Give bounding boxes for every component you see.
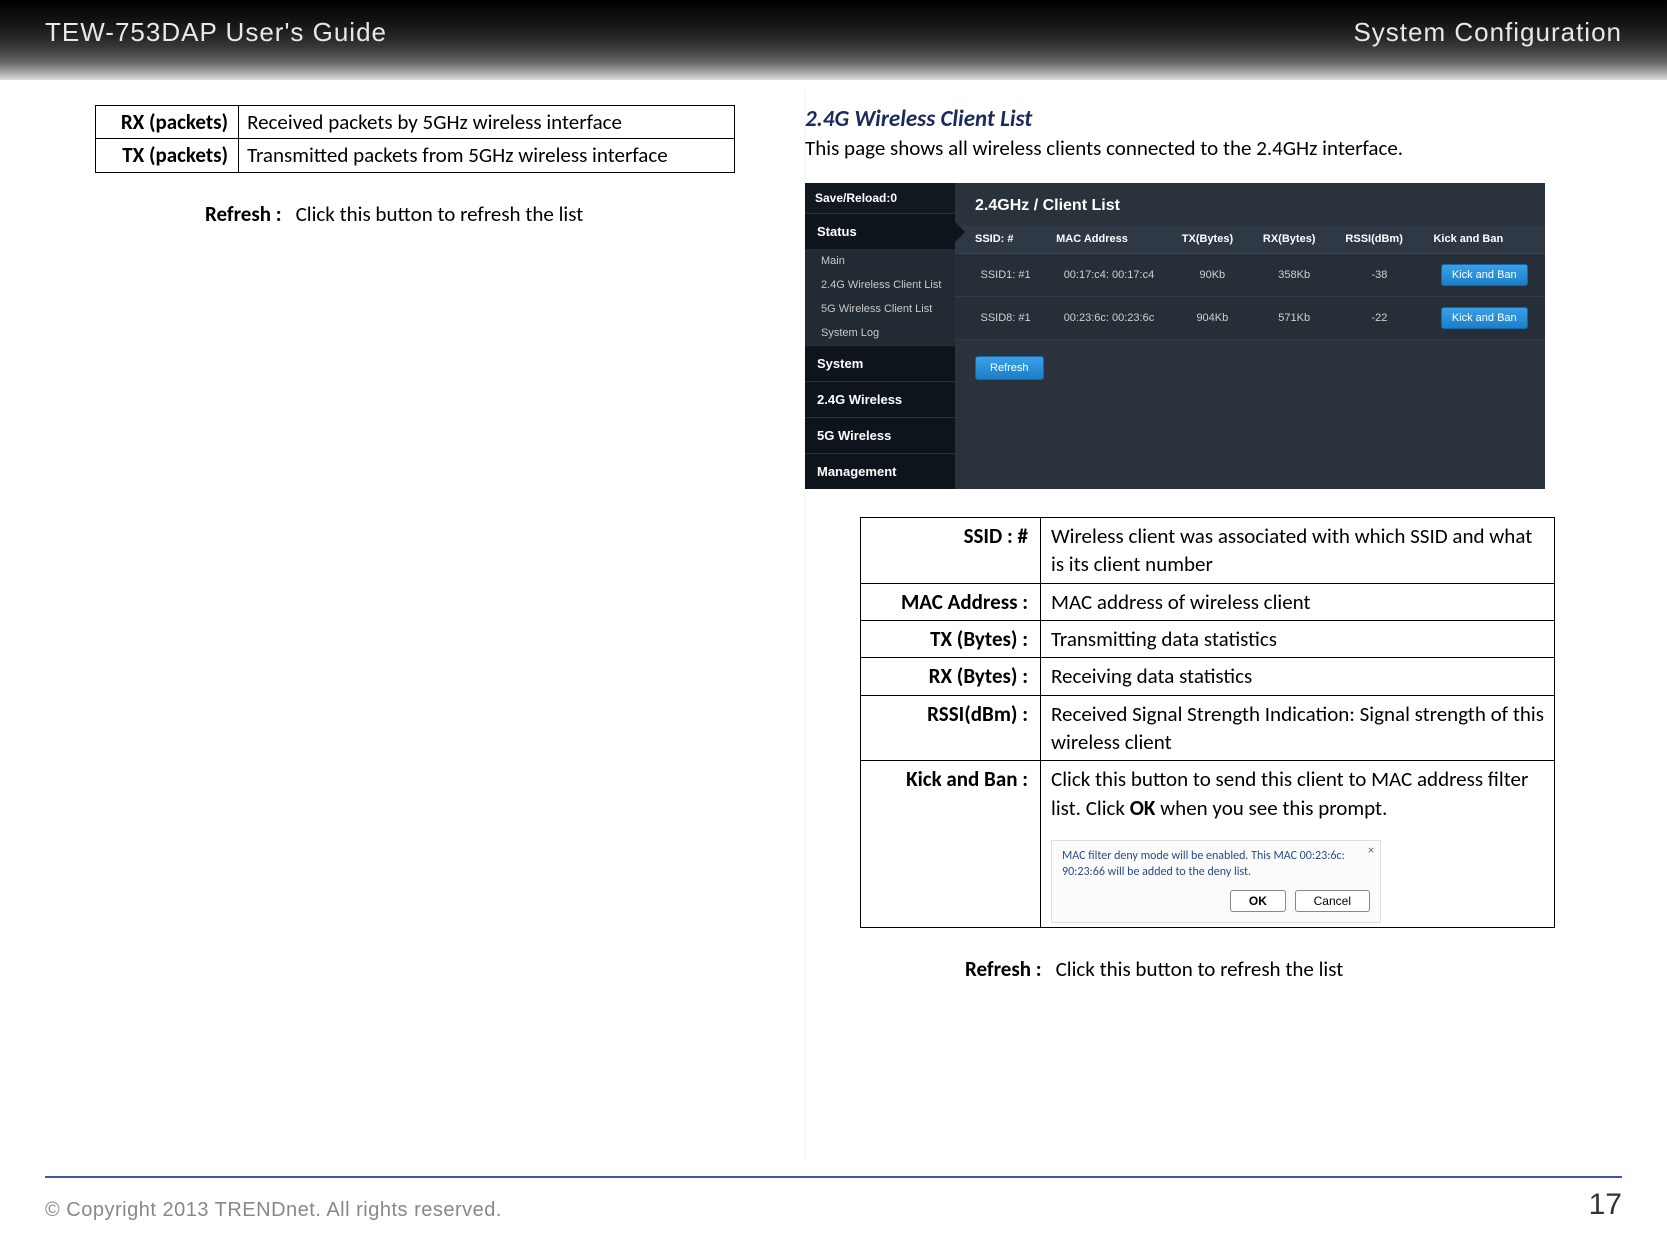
def-label: TX (Bytes) : [861, 621, 1041, 658]
copyright-text: © Copyright 2013 TRENDnet. All rights re… [45, 1199, 502, 1222]
def-desc: MAC address of wireless client [1041, 583, 1555, 620]
refresh-desc: Click this button to refresh the list [296, 201, 584, 227]
left-column: RX (packets) Received packets by 5GHz wi… [95, 105, 735, 982]
col-kick: Kick and Ban [1423, 225, 1545, 254]
def-label: RSSI(dBm) : [861, 695, 1041, 761]
def-desc: Receiving data statistics [1041, 658, 1555, 695]
section-description: This page shows all wireless clients con… [805, 135, 1555, 161]
refresh-note-right: Refresh : Click this button to refresh t… [805, 956, 1555, 982]
tx-packets-desc: Transmitted packets from 5GHz wireless i… [239, 139, 735, 172]
sidebar-section-system[interactable]: System [805, 345, 955, 381]
def-label: RX (Bytes) : [861, 658, 1041, 695]
refresh-note-left: Refresh : Click this button to refresh t… [95, 201, 735, 227]
field-definition-table: SSID : # Wireless client was associated … [860, 517, 1555, 928]
sidebar-item-main[interactable]: Main [805, 249, 955, 273]
def-desc: Transmitting data statistics [1041, 621, 1555, 658]
refresh-label: Refresh : [965, 956, 1042, 982]
save-reload-label: Save/Reload:0 [805, 183, 955, 213]
table-row: SSID8: #1 00:23:6c: 00:23:6c 904Kb 571Kb… [955, 297, 1545, 340]
cell-rssi: -22 [1335, 297, 1423, 340]
cancel-button[interactable]: Cancel [1295, 890, 1370, 912]
kick-ban-button[interactable]: Kick and Ban [1441, 307, 1528, 329]
cell-action: Kick and Ban [1423, 254, 1545, 297]
sidebar-section-5g[interactable]: 5G Wireless [805, 417, 955, 453]
prompt-buttons: OK Cancel [1062, 890, 1370, 912]
router-screenshot: Save/Reload:0 Status Main 2.4G Wireless … [805, 183, 1545, 489]
col-rx: RX(Bytes) [1253, 225, 1336, 254]
cell-mac: 00:23:6c: 00:23:6c [1046, 297, 1172, 340]
table-row: RX (Bytes) : Receiving data statistics [861, 658, 1555, 695]
sidebar-section-mgmt[interactable]: Management [805, 453, 955, 489]
doc-title: TEW-753DAP User's Guide [45, 17, 387, 48]
router-panel-title: 2.4GHz / Client List [955, 183, 1545, 225]
def-label: Kick and Ban : [861, 761, 1041, 928]
cell-action: Kick and Ban [1423, 297, 1545, 340]
kick-desc-suffix: when you see this prompt. [1155, 795, 1387, 821]
tx-packets-label: TX (packets) [96, 139, 239, 172]
table-row: TX (Bytes) : Transmitting data statistic… [861, 621, 1555, 658]
def-label: SSID : # [861, 518, 1041, 584]
col-tx: TX(Bytes) [1172, 225, 1253, 254]
sidebar-item-5g-client[interactable]: 5G Wireless Client List [805, 297, 955, 321]
def-desc: Received Signal Strength Indication: Sig… [1041, 695, 1555, 761]
refresh-button[interactable]: Refresh [975, 356, 1044, 380]
packet-definition-table: RX (packets) Received packets by 5GHz wi… [95, 105, 735, 173]
rx-packets-label: RX (packets) [96, 106, 239, 139]
refresh-label: Refresh : [205, 201, 282, 227]
table-row: TX (packets) Transmitted packets from 5G… [96, 139, 735, 172]
def-desc: Wireless client was associated with whic… [1041, 518, 1555, 584]
sidebar-section-24g[interactable]: 2.4G Wireless [805, 381, 955, 417]
col-rssi: RSSI(dBm) [1335, 225, 1423, 254]
rx-packets-desc: Received packets by 5GHz wireless interf… [239, 106, 735, 139]
ok-button[interactable]: OK [1230, 890, 1286, 912]
page-header: TEW-753DAP User's Guide System Configura… [0, 0, 1667, 80]
cell-tx: 90Kb [1172, 254, 1253, 297]
router-sidebar: Save/Reload:0 Status Main 2.4G Wireless … [805, 183, 955, 489]
page-body: RX (packets) Received packets by 5GHz wi… [0, 80, 1667, 982]
cell-ssid: SSID1: #1 [955, 254, 1046, 297]
table-row: SSID1: #1 00:17:c4: 00:17:c4 90Kb 358Kb … [955, 254, 1545, 297]
table-row: RX (packets) Received packets by 5GHz wi… [96, 106, 735, 139]
table-row: Kick and Ban : Click this button to send… [861, 761, 1555, 928]
col-ssid: SSID: # [955, 225, 1046, 254]
sidebar-section-status[interactable]: Status [805, 213, 955, 249]
client-list-table: SSID: # MAC Address TX(Bytes) RX(Bytes) … [955, 225, 1545, 340]
def-label: MAC Address : [861, 583, 1041, 620]
table-row: MAC Address : MAC address of wireless cl… [861, 583, 1555, 620]
page-footer: © Copyright 2013 TRENDnet. All rights re… [45, 1176, 1622, 1222]
refresh-desc: Click this button to refresh the list [1056, 956, 1344, 982]
sidebar-item-24g-client[interactable]: 2.4G Wireless Client List [805, 273, 955, 297]
page-gutter [804, 90, 806, 1160]
sidebar-item-syslog[interactable]: System Log [805, 321, 955, 345]
confirm-prompt: × MAC filter deny mode will be enabled. … [1051, 840, 1381, 923]
table-row: RSSI(dBm) : Received Signal Strength Ind… [861, 695, 1555, 761]
cell-tx: 904Kb [1172, 297, 1253, 340]
table-row: SSID : # Wireless client was associated … [861, 518, 1555, 584]
table-header-row: SSID: # MAC Address TX(Bytes) RX(Bytes) … [955, 225, 1545, 254]
col-mac: MAC Address [1046, 225, 1172, 254]
cell-rx: 571Kb [1253, 297, 1336, 340]
kick-desc-bold: OK [1130, 795, 1156, 821]
section-title-header: System Configuration [1353, 17, 1622, 48]
right-column: 2.4G Wireless Client List This page show… [805, 105, 1555, 982]
definition-wrap: SSID : # Wireless client was associated … [805, 517, 1555, 928]
cell-rssi: -38 [1335, 254, 1423, 297]
kick-ban-button[interactable]: Kick and Ban [1441, 264, 1528, 286]
close-icon[interactable]: × [1368, 843, 1374, 859]
cell-mac: 00:17:c4: 00:17:c4 [1046, 254, 1172, 297]
section-heading: 2.4G Wireless Client List [805, 105, 1555, 133]
cell-rx: 358Kb [1253, 254, 1336, 297]
router-main-panel: 2.4GHz / Client List SSID: # MAC Address… [955, 183, 1545, 489]
cell-ssid: SSID8: #1 [955, 297, 1046, 340]
def-desc-kick: Click this button to send this client to… [1041, 761, 1555, 928]
page-number: 17 [1589, 1188, 1622, 1222]
prompt-message: MAC filter deny mode will be enabled. Th… [1062, 849, 1370, 880]
